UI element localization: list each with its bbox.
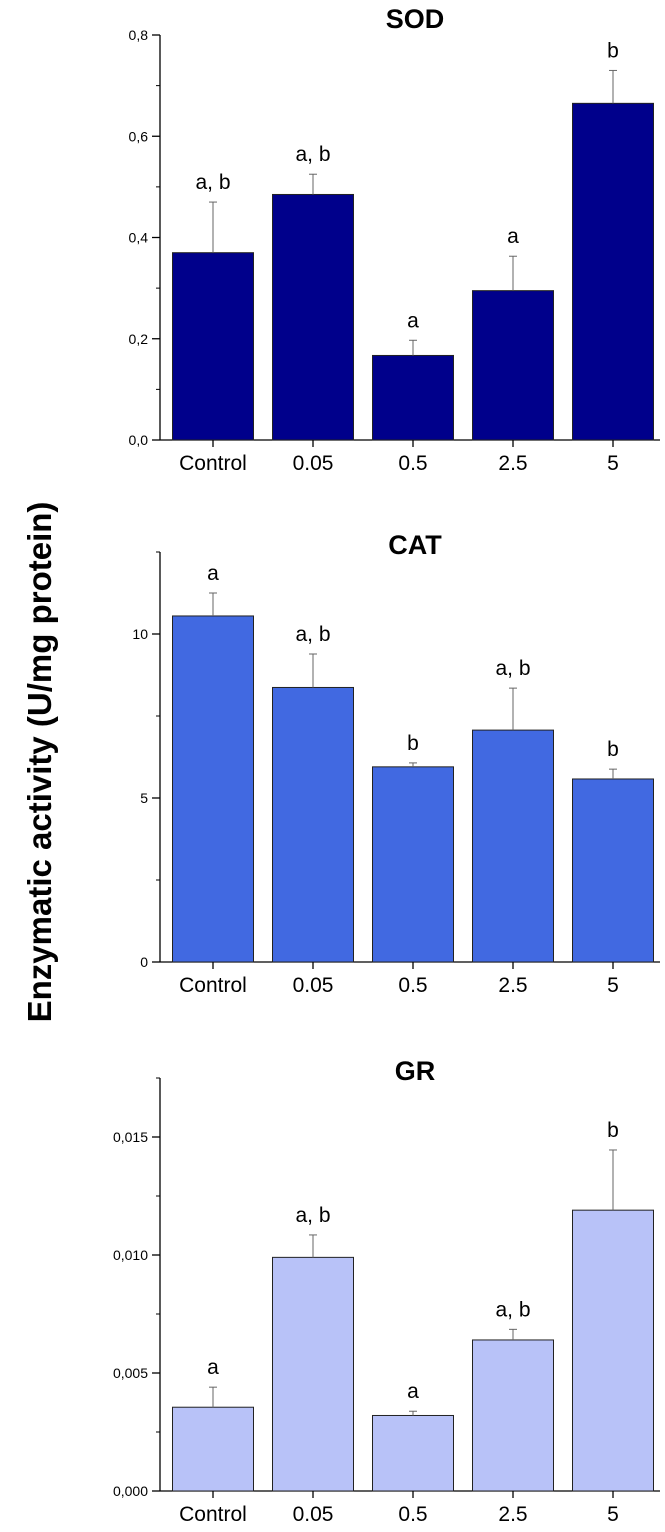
x-tick-label: Control [179,1503,247,1526]
significance-label: a, b [295,1204,330,1227]
bar [172,252,254,441]
y-tick-label: 0,4 [129,230,149,246]
significance-label: a [507,225,519,248]
bar [272,193,354,441]
bar [172,1406,254,1492]
significance-label: a [207,562,219,585]
y-tick-label: 0,2 [129,331,149,347]
bar [472,1339,554,1492]
significance-label: a, b [495,657,530,680]
bar [272,1256,354,1492]
x-tick-label: Control [179,974,247,997]
significance-label: b [607,39,619,62]
bar [372,1414,454,1492]
x-tick-label: 5 [607,974,619,997]
chart-sod: SOD 0,0 0,2 0,4 0,6 0,8 a, b Control a, b 0.05 a 0.… [129,4,660,475]
x-tick-label: Control [179,452,247,475]
chart-title: SOD [386,4,445,34]
significance-label: a, b [295,623,330,646]
significance-label: a [207,1356,219,1379]
y-tick-label: 10 [132,626,148,642]
x-tick-label: 0.5 [398,974,427,997]
y-tick-label: 0,005 [113,1365,148,1381]
y-tick-label: 0,8 [129,27,149,43]
x-tick-label: 0.05 [293,452,334,475]
x-tick-label: 5 [607,1503,619,1526]
significance-label: b [607,1119,619,1142]
bar [172,615,254,963]
shared-y-axis-label-area: Enzymatic activity (U/mg protein) [0,0,80,1527]
bar [372,766,454,963]
chart-cat: CAT 0 5 10 a Control a, b 0.05 b 0.5 a, b 2.5 b 5 [132,530,660,997]
x-tick-label: 2.5 [498,452,527,475]
significance-label: a [407,309,419,332]
bar [472,729,554,963]
bar [572,778,654,963]
x-tick-label: 5 [607,452,619,475]
y-tick-label: 0,000 [113,1483,148,1499]
x-tick-label: 0.05 [293,1503,334,1526]
y-tick-label: 0,0 [129,432,149,448]
bar [272,686,354,963]
significance-label: b [607,738,619,761]
chart-title: GR [395,1056,436,1086]
significance-label: a [407,1380,419,1403]
x-tick-label: 2.5 [498,974,527,997]
y-tick-label: 0 [140,954,148,970]
significance-label: b [407,732,419,755]
bar [472,290,554,441]
chart-gr: GR 0,000 0,005 0,010 0,015 a Control a, b 0.05 a 0… [113,1056,660,1526]
bar [572,102,654,441]
shared-y-axis-label: Enzymatic activity (U/mg protein) [21,501,58,1023]
significance-label: a, b [295,143,330,166]
x-tick-label: 0.5 [398,452,427,475]
y-tick-label: 0,010 [113,1247,148,1263]
x-tick-label: 0.5 [398,1503,427,1526]
y-tick-label: 0,6 [129,128,149,144]
bar [372,354,454,441]
y-tick-label: 0,015 [113,1129,148,1145]
x-tick-label: 2.5 [498,1503,527,1526]
chart-title: CAT [388,530,442,560]
x-tick-label: 0.05 [293,974,334,997]
significance-label: a, b [195,171,230,194]
y-tick-label: 5 [140,790,148,806]
bar [572,1209,654,1492]
significance-label: a, b [495,1298,530,1321]
